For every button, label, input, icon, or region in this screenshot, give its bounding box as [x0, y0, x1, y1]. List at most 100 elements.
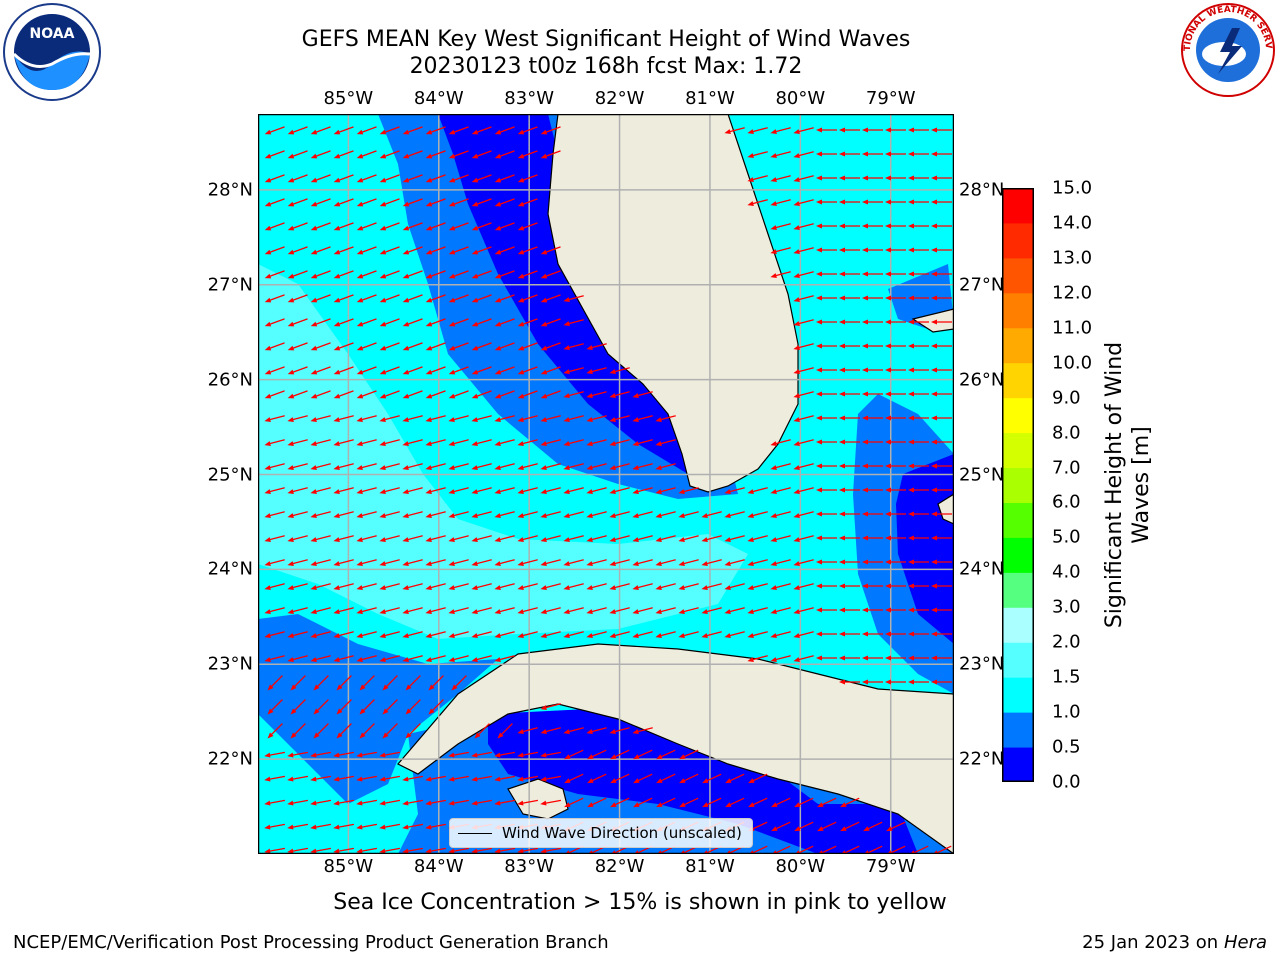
wind-arrow-head [564, 778, 571, 784]
wind-arrow-head [563, 393, 570, 398]
wind-arrow-head [908, 271, 914, 277]
wind-arrow-head [448, 273, 456, 279]
wind-arrow-head [494, 609, 501, 614]
wind-arrow-head [563, 537, 570, 542]
wind-arrow-head [862, 487, 868, 493]
wind-arrow-head [356, 489, 363, 494]
wind-arrow-head [333, 465, 340, 470]
wind-arrow-head [379, 177, 387, 183]
wind-arrow-head [333, 177, 341, 183]
wind-arrow-head [494, 417, 501, 422]
wind-arrow-head [287, 633, 294, 638]
footer-date: 25 Jan 2023 on Hera [1082, 932, 1267, 953]
lat-tick-right: 23°N [959, 653, 1005, 675]
wind-arrow-head [448, 848, 455, 854]
wind-arrow-head [425, 417, 432, 422]
lon-tick-bottom: 85°W [323, 856, 374, 877]
wind-arrow-head [609, 369, 616, 374]
wind-arrow-head [356, 633, 363, 638]
wind-arrow-head [310, 824, 317, 830]
wind-arrow-head [425, 297, 433, 303]
wind-arrow-head [839, 151, 845, 157]
wind-arrow-head [448, 225, 456, 231]
wind-arrow-head [885, 151, 891, 157]
wind-arrow-head [494, 489, 501, 494]
wind-arrow-head [931, 223, 937, 229]
wind-arrow-head [517, 848, 524, 854]
lon-tick-top: 83°W [504, 88, 555, 109]
field-0p0-0p5-atlantic [896, 454, 954, 644]
wind-arrow-head [816, 271, 822, 277]
wind-arrow-head [287, 153, 295, 159]
lat-tick-right: 24°N [959, 558, 1005, 580]
wind-arrow-head [540, 273, 548, 279]
wind-arrow-head [908, 631, 914, 637]
wind-arrow-head [494, 441, 501, 446]
wind-arrow-head [655, 417, 662, 422]
wind-arrow-head [264, 369, 272, 375]
wind-arrow-head [885, 391, 891, 397]
wind-arrow-head [405, 732, 412, 739]
wind-arrow-head [287, 561, 294, 566]
wind-arrow-head [310, 465, 317, 470]
wind-arrow-head [264, 297, 272, 303]
wind-arrow-head [563, 321, 570, 326]
wind-arrow-head [356, 537, 363, 542]
wind-arrow-head [517, 585, 524, 590]
wind-arrow-head [264, 393, 272, 399]
wind-arrow-head [333, 321, 341, 327]
wind-arrow-head [609, 609, 616, 614]
wind-arrow-head [747, 201, 754, 206]
wind-arrow-head [885, 439, 891, 445]
lon-tick-top: 79°W [865, 88, 916, 109]
wind-arrow-head [494, 393, 502, 399]
wind-arrow-head [908, 655, 914, 661]
wind-arrow-head [656, 778, 663, 784]
wind-arrow-head [287, 800, 294, 806]
colorbar-segment [1002, 397, 1034, 434]
wind-arrow-head [425, 273, 433, 279]
legend-label: Wind Wave Direction (unscaled) [502, 824, 742, 842]
wind-arrow-head [839, 511, 845, 517]
wind-arrow-head [471, 585, 478, 590]
wind-arrow-head [517, 321, 525, 327]
wind-arrow-head [931, 655, 937, 661]
wind-arrow-head [839, 655, 845, 661]
footer-branch: NCEP/EMC/Verification Post Processing Pr… [13, 932, 609, 953]
wind-arrow-head [471, 201, 479, 207]
wind-arrow-head [379, 465, 386, 470]
wind-arrow-head [356, 225, 364, 231]
wind-arrow-head [931, 343, 937, 349]
wind-arrow-head [402, 561, 409, 566]
wind-arrow-head [540, 561, 547, 566]
wind-arrow-head [471, 609, 478, 614]
wind-arrow-head [494, 369, 502, 375]
wind-wave-arrows [264, 126, 952, 854]
wind-arrow-head [310, 585, 317, 590]
colorbar-tick: 14.0 [1052, 212, 1093, 234]
wind-arrow-head [839, 415, 845, 421]
wind-arrow-head [448, 609, 455, 614]
wind-arrow-head [816, 559, 822, 565]
wind-arrow-head [931, 439, 937, 445]
lon-tick-top: 82°W [594, 88, 645, 109]
wind-arrow-head [770, 201, 777, 206]
wind-arrow-head [747, 177, 754, 182]
wind-arrow-head [770, 177, 777, 182]
wind-arrow-head [678, 537, 685, 542]
wind-arrow-head [448, 369, 456, 375]
colorbar-segment [1002, 467, 1034, 503]
wind-arrow-head [517, 537, 524, 542]
wind-arrow-head [517, 129, 525, 135]
wind-arrow-head [563, 417, 570, 422]
wind-arrow-head [517, 201, 525, 207]
wind-arrow-head [356, 776, 363, 782]
wind-arrow-head [310, 752, 317, 758]
wind-arrow-head [494, 129, 502, 135]
wind-arrow-head [701, 609, 708, 614]
wind-arrow-head [310, 800, 317, 806]
wind-arrow-head [379, 441, 386, 446]
wind-arrow-head [382, 708, 389, 715]
wind-arrow-head [471, 273, 479, 279]
wind-arrow-head [840, 826, 847, 832]
